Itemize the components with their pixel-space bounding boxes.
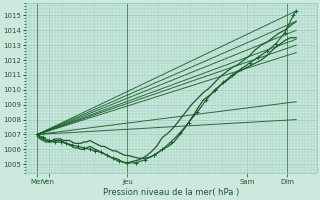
X-axis label: Pression niveau de la mer( hPa ): Pression niveau de la mer( hPa ) (103, 188, 239, 197)
